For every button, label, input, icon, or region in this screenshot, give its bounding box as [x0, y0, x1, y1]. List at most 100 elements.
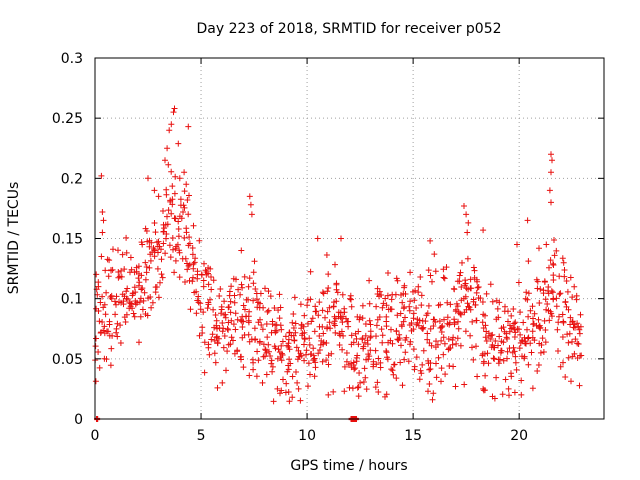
data-point: [333, 286, 340, 293]
data-point: [152, 284, 159, 291]
data-point: [239, 324, 246, 330]
data-point: [315, 312, 322, 319]
data-point: [271, 343, 278, 350]
data-point: [232, 326, 239, 333]
data-point: [380, 300, 387, 307]
data-point: [319, 358, 326, 365]
data-point: [577, 311, 584, 318]
data-point: [496, 299, 503, 306]
data-point: [269, 318, 276, 325]
data-point: [341, 388, 348, 395]
data-point: [433, 360, 439, 367]
data-point: [278, 357, 285, 364]
data-point: [429, 278, 435, 285]
data-point: [458, 284, 465, 290]
data-point: [312, 364, 319, 371]
data-point: [366, 300, 373, 307]
data-point: [413, 305, 420, 311]
data-point: [201, 260, 207, 267]
data-point: [471, 267, 478, 274]
data-point: [339, 346, 346, 353]
data-point: [269, 368, 276, 375]
data-point: [390, 371, 397, 378]
data-point: [553, 303, 560, 310]
data-point: [410, 326, 417, 333]
data-point: [293, 344, 300, 351]
data-point: [278, 342, 285, 349]
data-point: [493, 374, 500, 381]
data-point: [444, 314, 451, 321]
data-point: [217, 286, 224, 292]
data-point: [410, 315, 417, 322]
data-point: [411, 363, 418, 370]
data-point: [162, 250, 169, 257]
data-point: [149, 299, 156, 306]
data-point: [296, 353, 303, 360]
data-point: [397, 359, 404, 366]
data-point: [190, 274, 196, 281]
x-tick-label: 10: [298, 428, 316, 444]
data-point: [491, 355, 498, 362]
data-point: [297, 301, 304, 308]
data-point: [212, 359, 219, 366]
data-point: [106, 318, 113, 325]
data-point: [154, 243, 161, 250]
data-point: [494, 305, 501, 312]
data-point: [450, 334, 457, 341]
data-point: [545, 284, 552, 290]
data-point: [541, 279, 548, 285]
data-point: [406, 307, 413, 314]
data-point: [319, 307, 326, 314]
data-point: [259, 379, 266, 386]
data-point: [254, 348, 261, 355]
data-point: [522, 340, 528, 347]
data-point: [487, 281, 494, 288]
data-point: [184, 266, 191, 273]
data-point: [301, 341, 307, 348]
data-point: [479, 299, 486, 305]
data-point: [270, 398, 277, 405]
data-point: [238, 247, 245, 254]
data-point: [569, 338, 575, 345]
data-point: [498, 347, 505, 354]
data-point: [234, 348, 241, 355]
data-point: [576, 330, 583, 337]
data-point: [323, 357, 330, 364]
data-point: [146, 264, 153, 271]
data-point: [325, 391, 332, 398]
data-point: [297, 397, 304, 404]
data-point: [260, 304, 267, 311]
data-point: [278, 350, 285, 357]
data-point: [325, 352, 332, 359]
data-point: [411, 297, 418, 304]
data-point: [148, 304, 155, 311]
data-point: [374, 379, 381, 386]
data-point: [379, 304, 386, 311]
data-point: [242, 306, 248, 313]
data-point: [529, 385, 536, 392]
data-point: [122, 319, 129, 325]
data-point: [555, 348, 561, 354]
data-point: [569, 294, 576, 301]
data-point: [324, 308, 331, 315]
data-point: [297, 350, 304, 357]
data-point: [473, 276, 480, 283]
data-point: [492, 338, 499, 344]
data-point: [473, 317, 480, 324]
data-point: [227, 341, 234, 348]
data-point: [359, 302, 366, 309]
data-point: [427, 325, 434, 332]
data-point: [505, 308, 511, 315]
data-point: [325, 285, 332, 291]
data-point: [239, 284, 246, 291]
data-point: [155, 294, 162, 301]
data-point: [415, 283, 422, 290]
data-point: [512, 329, 519, 336]
data-point: [230, 337, 236, 344]
data-point: [218, 310, 224, 317]
data-point: [432, 268, 439, 275]
data-point: [383, 318, 390, 325]
data-point: [524, 296, 531, 303]
data-point: [475, 284, 482, 290]
